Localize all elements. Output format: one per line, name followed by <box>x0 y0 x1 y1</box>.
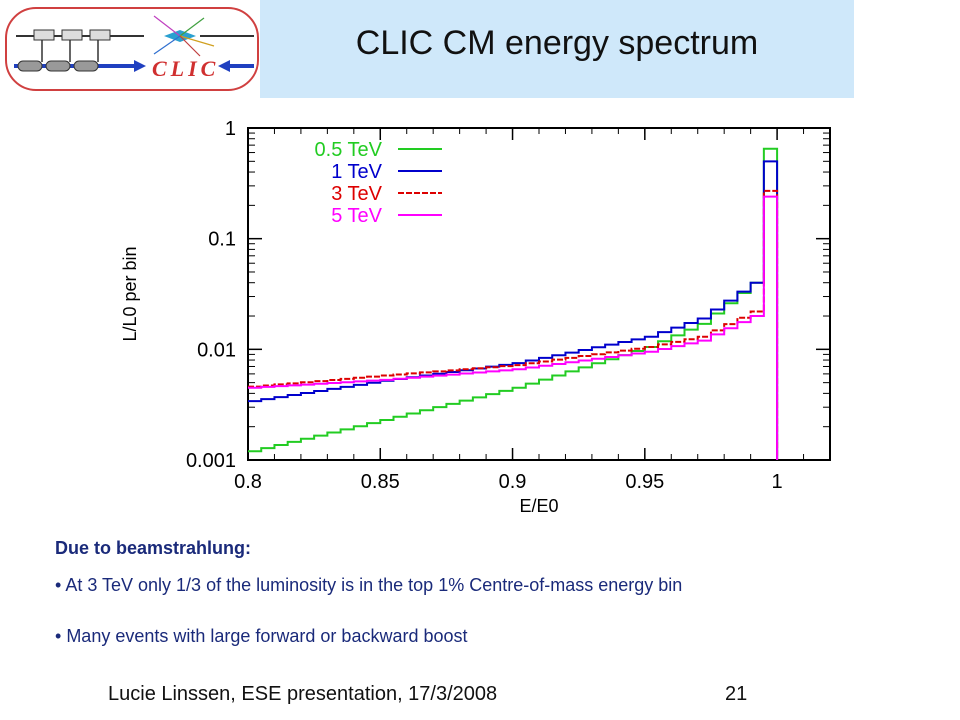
page-number: 21 <box>725 683 748 705</box>
series-line <box>248 189 779 460</box>
legend-label: 0.5 TeV <box>315 139 383 161</box>
bullet-item: • At 3 TeV only 1/3 of the luminosity is… <box>55 575 683 595</box>
clic-logo: CLIC <box>5 7 259 91</box>
y-axis-label: L/L0 per bin <box>120 246 140 341</box>
series-line <box>248 160 779 460</box>
y-tick-label: 1 <box>225 118 236 140</box>
y-tick-label: 0.01 <box>197 339 236 361</box>
series-line <box>248 195 779 460</box>
y-tick-label: 0.001 <box>186 450 236 472</box>
legend-label: 5 TeV <box>331 205 382 227</box>
x-tick-label: 0.9 <box>499 471 527 493</box>
bullet-item: • Many events with large forward or back… <box>55 626 468 646</box>
legend-label: 1 TeV <box>331 161 382 183</box>
x-tick-label: 0.8 <box>234 471 262 493</box>
logo-text: CLIC <box>152 56 219 81</box>
energy-spectrum-chart: 0.001 0.01 0.1 1 0.8 0.85 0.9 0.95 1 E/E0 L/L0 per… <box>120 118 831 516</box>
x-axis-label: E/E0 <box>519 496 558 516</box>
x-tick-label: 0.95 <box>625 471 664 493</box>
title-banner: CLIC CM energy spectrum <box>260 0 854 98</box>
legend-label: 3 TeV <box>331 183 382 205</box>
notes-heading: Due to beamstrahlung: <box>55 538 252 558</box>
x-tick-label: 0.85 <box>361 471 400 493</box>
page-title: CLIC CM energy spectrum <box>355 24 759 62</box>
series-line <box>248 147 779 460</box>
y-tick-label: 0.1 <box>208 229 236 251</box>
notes: Due to beamstrahlung: • At 3 TeV only 1/… <box>55 538 935 677</box>
x-tick-label: 1 <box>772 471 783 493</box>
footer-author: Lucie Linssen, ESE presentation, 17/3/20… <box>108 683 498 705</box>
